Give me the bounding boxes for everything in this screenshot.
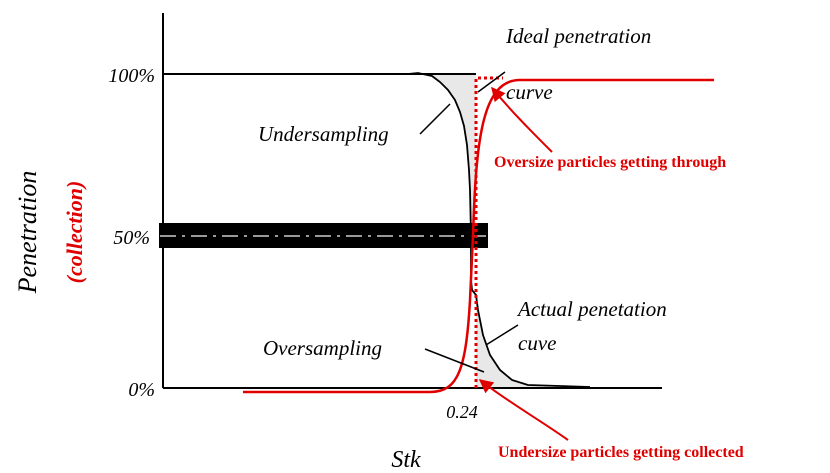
- y-tick-50: 50%: [113, 227, 150, 249]
- oversize-arrow: [491, 86, 553, 153]
- actual-label-line2: cuve: [518, 331, 556, 355]
- x-tick-value: 0.24: [446, 402, 478, 422]
- undersize-label: Undersize particles getting collected: [498, 444, 744, 461]
- y-tick-0: 0%: [128, 379, 155, 401]
- ideal-penetration-curve: [474, 76, 503, 388]
- oversampling-label: Oversampling: [263, 336, 382, 360]
- oversampling-shaded-region: [476, 236, 590, 387]
- y-tick-100: 100%: [108, 65, 155, 87]
- oversize-label: Oversize particles getting through: [494, 154, 726, 171]
- undersampling-pointer: [419, 103, 451, 135]
- ideal-label-line1: Ideal penetration: [505, 24, 651, 48]
- ideal-label-line2: curve: [506, 80, 553, 104]
- undersize-arrow: [478, 379, 569, 441]
- actual-label-line1: Actual penetation: [516, 297, 667, 321]
- y-axis-title: Penetration: [13, 171, 42, 295]
- ideal-curve-pointer: [477, 71, 506, 93]
- actual-curve-pointer: [485, 324, 519, 346]
- undersampling-label: Undersampling: [258, 122, 389, 146]
- oversampling-pointer: [424, 348, 485, 373]
- undersampling-shaded-region: [408, 73, 476, 236]
- x-axis-title: Stk: [391, 447, 421, 473]
- y-axis-title-collection: (collection): [62, 181, 87, 284]
- actual-penetration-curve: [407, 72, 591, 388]
